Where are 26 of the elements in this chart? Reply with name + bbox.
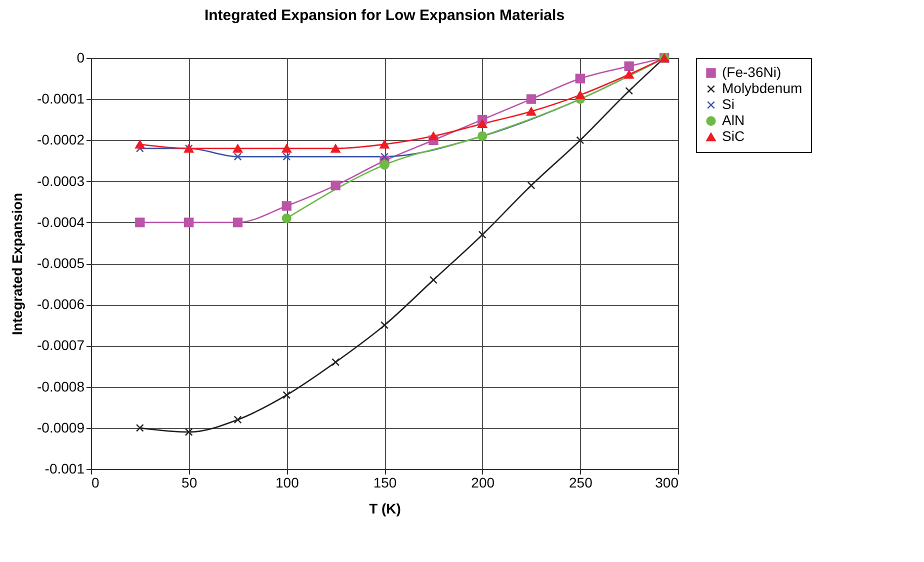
y-tick-label: -0.0006	[37, 296, 85, 312]
legend-label: SiC	[722, 128, 745, 144]
y-tick-label: 0	[76, 50, 85, 66]
x-tick-label: 50	[182, 474, 198, 490]
y-tick-label: -0.0009	[37, 419, 85, 436]
chart-title: Integrated Expansion for Low Expansion Materials	[204, 7, 565, 24]
x-tick-label: 250	[568, 474, 593, 490]
y-tick-label: -0.001	[44, 460, 85, 476]
legend-label: AlN	[722, 112, 745, 128]
y-axis-title: Integrated Expansion	[9, 192, 26, 336]
x-tick-label: 300	[655, 474, 679, 490]
y-tick-label: -0.0003	[37, 172, 85, 189]
y-tick-label: -0.0002	[37, 132, 85, 148]
y-tick-label: -0.0007	[37, 337, 85, 354]
y-tick-label: -0.0001	[37, 90, 85, 107]
y-tick-label: -0.0008	[37, 378, 85, 394]
y-tick-label: -0.0004	[37, 214, 85, 230]
x-tick-label: 150	[373, 474, 397, 490]
y-tick-label: -0.0005	[37, 255, 85, 271]
legend-label: Si	[722, 96, 734, 112]
legend-label: (Fe-36Ni)	[722, 64, 782, 80]
x-tick-label: 100	[275, 474, 300, 490]
x-tick-label: 0	[92, 474, 100, 490]
legend-label: Molybdenum	[722, 80, 802, 96]
x-axis-title: T (K)	[369, 500, 401, 516]
x-tick-label: 200	[471, 474, 495, 490]
